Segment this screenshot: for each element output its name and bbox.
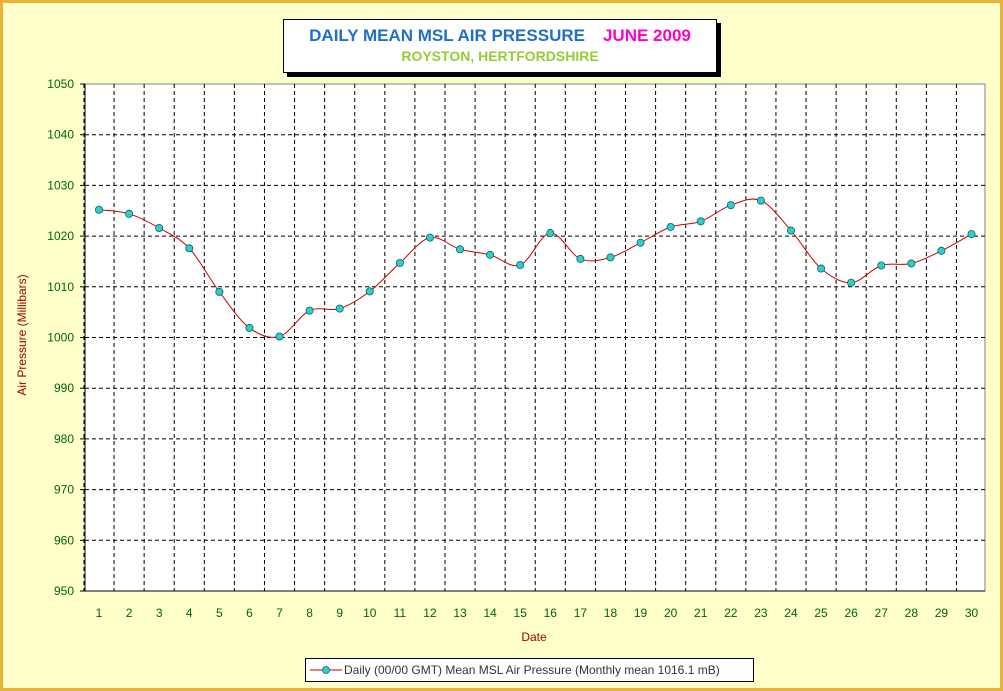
x-tick-label: 26 <box>844 606 858 620</box>
data-point <box>425 233 434 242</box>
x-tick-label: 25 <box>814 606 828 620</box>
data-point <box>817 264 826 273</box>
data-point <box>756 196 765 205</box>
data-point <box>636 238 645 247</box>
y-tick-label: 950 <box>54 584 74 598</box>
y-tick-label: 980 <box>54 432 74 446</box>
x-tick-label: 29 <box>935 606 949 620</box>
x-tick-label: 1 <box>96 606 103 620</box>
x-tick-label: 14 <box>483 606 497 620</box>
x-tick-label: 7 <box>276 606 283 620</box>
chart-title-month: JUNE 2009 <box>602 26 691 45</box>
x-tick-label: 5 <box>216 606 223 620</box>
y-tick-label: 1030 <box>47 178 74 192</box>
x-tick-label: 24 <box>784 606 798 620</box>
legend-swatch <box>310 666 342 674</box>
data-point <box>185 244 194 253</box>
data-point <box>456 245 465 254</box>
data-point <box>335 304 344 313</box>
data-point <box>95 205 104 214</box>
data-point <box>516 260 525 269</box>
data-point <box>847 278 856 287</box>
y-tick-label: 1040 <box>47 128 74 142</box>
x-tick-label: 13 <box>453 606 467 620</box>
x-axis-label: Date <box>521 630 547 644</box>
x-tick-label: 11 <box>394 606 407 620</box>
series-markers <box>95 196 976 341</box>
data-point <box>877 261 886 270</box>
y-tick-label: 1000 <box>47 331 74 345</box>
x-tick-labels: 1 2 3 4 5 6 7 8 9 10 11 12 13 14 15 16 17 18 19 20 21 22 23 24 2… <box>96 606 979 620</box>
data-point <box>937 246 946 255</box>
axes <box>80 83 985 592</box>
x-tick-label: 21 <box>694 606 708 620</box>
x-tick-label: 18 <box>604 606 618 620</box>
data-point <box>907 259 916 268</box>
data-point <box>576 254 585 263</box>
chart-title: DAILY MEAN MSL AIR PRESSURE <box>309 26 585 45</box>
x-tick-label: 23 <box>754 606 768 620</box>
y-tick-label: 1050 <box>47 77 74 91</box>
x-tick-label: 17 <box>574 606 588 620</box>
x-tick-label: 10 <box>363 606 377 620</box>
x-tick-label: 15 <box>514 606 528 620</box>
data-point <box>726 201 735 210</box>
y-tick-label: 1020 <box>47 229 74 243</box>
legend: Daily (00/00 GMT) Mean MSL Air Pressure … <box>305 658 754 682</box>
legend-marker <box>322 666 330 674</box>
data-point <box>245 323 254 332</box>
x-tick-label: 30 <box>965 606 979 620</box>
data-point <box>546 229 555 238</box>
chart-subtitle: ROYSTON, HERTFORDSHIRE <box>401 48 599 64</box>
x-tick-label: 20 <box>664 606 678 620</box>
data-point <box>215 287 224 296</box>
title-line: DAILY MEAN MSL AIR PRESSURE JUNE 2009 <box>284 25 716 47</box>
data-point <box>696 217 705 226</box>
x-tick-label: 27 <box>875 606 889 620</box>
title-box: DAILY MEAN MSL AIR PRESSURE JUNE 2009 ROY… <box>283 19 717 73</box>
data-point <box>967 230 976 239</box>
x-tick-label: 3 <box>156 606 163 620</box>
x-tick-label: 16 <box>544 606 558 620</box>
data-point <box>486 250 495 259</box>
data-point <box>275 332 284 341</box>
data-point <box>786 226 795 235</box>
y-tick-label: 990 <box>54 381 74 395</box>
x-tick-label: 22 <box>724 606 738 620</box>
y-axis-label: Air Pressure (Millibars) <box>15 274 29 395</box>
x-tick-label: 12 <box>423 606 437 620</box>
y-tick-label: 970 <box>54 483 74 497</box>
data-point <box>305 306 314 315</box>
x-tick-label: 4 <box>186 606 193 620</box>
data-point <box>395 258 404 267</box>
x-tick-label: 8 <box>306 606 313 620</box>
data-point <box>606 253 615 262</box>
y-tick-labels: 950 960 970 980 990 1000 1010 1020 1030 1040 1050 <box>47 77 74 598</box>
data-point <box>155 223 164 232</box>
y-tick-label: 960 <box>54 533 74 547</box>
y-tick-label: 1010 <box>47 280 74 294</box>
data-point <box>365 287 374 296</box>
legend-label: Daily (00/00 GMT) Mean MSL Air Pressure … <box>344 663 720 677</box>
x-tick-label: 2 <box>126 606 133 620</box>
data-point <box>125 209 134 218</box>
data-point <box>666 222 675 231</box>
x-tick-label: 28 <box>905 606 919 620</box>
x-tick-label: 6 <box>246 606 253 620</box>
x-tick-label: 19 <box>634 606 648 620</box>
grid-lines <box>83 84 985 591</box>
x-tick-label: 9 <box>336 606 343 620</box>
